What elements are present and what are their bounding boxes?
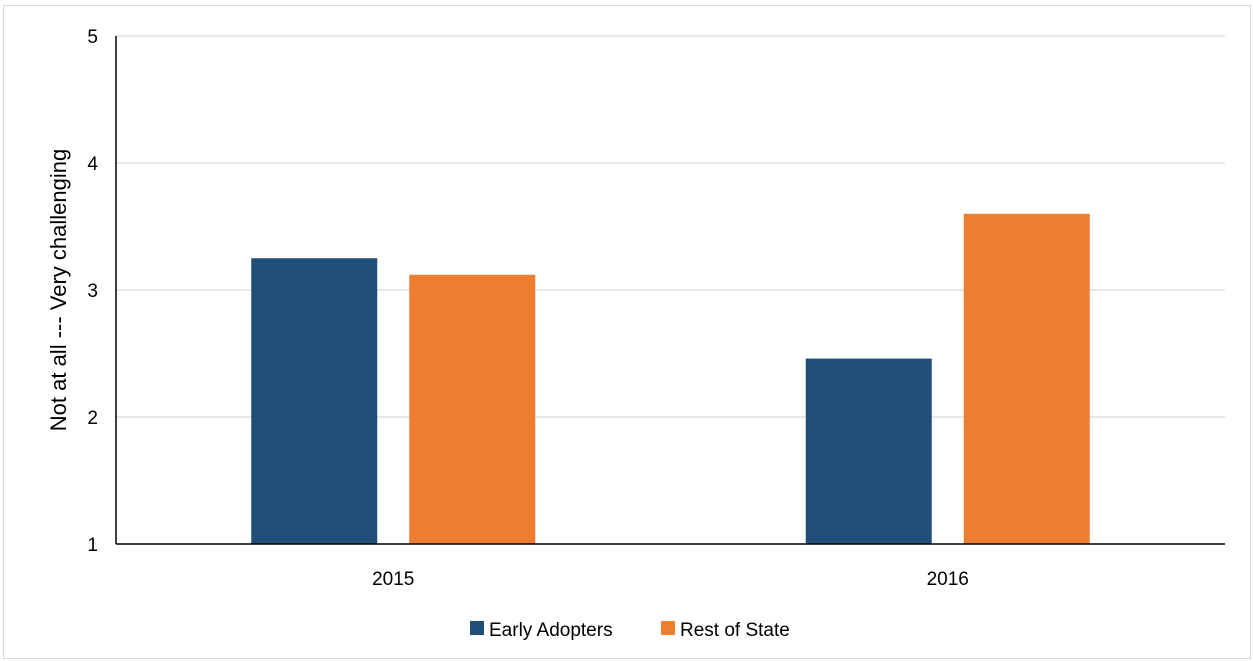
legend-label-rest-of-state: Rest of State xyxy=(680,620,790,641)
bar-rest-of-state-2016 xyxy=(963,213,1090,545)
y-axis-title: Not at all --- Very challenging xyxy=(46,149,71,431)
y-tick-labels: 1 2 3 4 5 xyxy=(87,27,98,556)
y-tick-label: 1 xyxy=(87,535,98,556)
y-tick-label: 3 xyxy=(87,281,98,302)
bars xyxy=(251,213,1090,545)
legend-label-early-adopters: Early Adopters xyxy=(489,620,613,641)
legend-swatch-rest-of-state xyxy=(661,621,675,635)
y-tick-label: 4 xyxy=(87,154,98,175)
bar-rest-of-state-2015 xyxy=(409,274,536,544)
x-tick-labels: 2015 2016 xyxy=(372,569,969,590)
x-tick-label: 2016 xyxy=(927,569,969,590)
y-tick-label: 5 xyxy=(87,27,98,48)
legend-swatch-early-adopters xyxy=(470,621,484,635)
bar-early-adopters-2016 xyxy=(805,358,932,544)
legend: Early Adopters Rest of State xyxy=(470,620,790,641)
x-tick-label: 2015 xyxy=(372,569,414,590)
y-tick-label: 2 xyxy=(87,408,98,429)
bar-early-adopters-2015 xyxy=(251,258,378,544)
axes xyxy=(115,36,1225,545)
